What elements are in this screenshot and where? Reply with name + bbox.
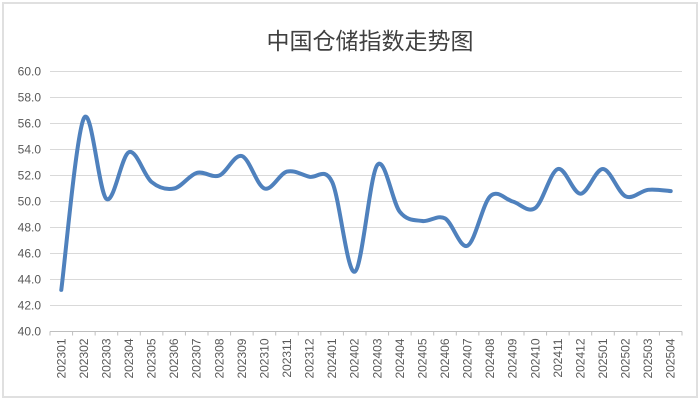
x-axis-tick-label: 202412 xyxy=(573,338,587,378)
y-axis-tick-label: 50.0 xyxy=(18,195,42,209)
y-axis-tick-label: 44.0 xyxy=(18,273,42,287)
x-axis-tick-label: 202502 xyxy=(619,338,633,378)
x-axis-tick-label: 202306 xyxy=(167,338,181,378)
y-axis-tick-label: 56.0 xyxy=(18,117,42,131)
x-axis-tick-label: 202503 xyxy=(641,338,655,378)
x-axis-tick-label: 202301 xyxy=(54,338,68,378)
y-axis-tick-label: 48.0 xyxy=(18,221,42,235)
x-axis-tick-label: 202403 xyxy=(370,338,384,378)
x-axis-tick-label: 202402 xyxy=(348,338,362,378)
x-axis-tick-label: 202409 xyxy=(506,338,520,378)
x-axis xyxy=(49,331,683,336)
x-axis-tick-label: 202312 xyxy=(303,338,317,378)
x-axis-tick-label: 202408 xyxy=(483,338,497,378)
x-axis-tick-label: 202405 xyxy=(415,338,429,378)
x-axis-tick-label: 202407 xyxy=(461,338,475,378)
y-axis-tick-label: 58.0 xyxy=(18,91,42,105)
x-axis-tick-label: 202311 xyxy=(280,338,294,377)
y-axis-tick-label: 60.0 xyxy=(18,65,42,79)
x-axis-tick-label: 202305 xyxy=(145,338,159,378)
x-axis-tick-label: 202310 xyxy=(257,338,271,378)
x-axis-tick-label: 202307 xyxy=(190,338,204,378)
y-axis-tick-labels: 40.0 42.0 44.0 46.0 48.0 50.0 52.0 54.0 56.0 58.0… xyxy=(18,65,42,339)
y-axis-tick-label: 54.0 xyxy=(18,143,42,157)
x-axis-tick-label: 202404 xyxy=(393,338,407,378)
chart-title: 中国仓储指数走势图 xyxy=(267,29,474,55)
y-axis-tick-label: 52.0 xyxy=(18,169,42,183)
x-axis-tick-label: 202304 xyxy=(122,338,136,378)
y-axis-tick-label: 46.0 xyxy=(18,247,42,261)
x-axis-tick-label: 202308 xyxy=(212,338,226,378)
x-axis-tick-label: 202504 xyxy=(664,338,678,378)
x-axis-tick-label: 202410 xyxy=(528,338,542,378)
x-axis-tick-label: 202401 xyxy=(325,338,339,378)
x-axis-tick-label: 202309 xyxy=(235,338,249,378)
y-gridlines xyxy=(50,71,682,332)
x-axis-tick-label: 202302 xyxy=(77,338,91,378)
x-axis-tick-label: 202303 xyxy=(99,338,113,378)
y-axis-tick-label: 40.0 xyxy=(18,325,42,339)
x-axis-tick-label: 202411 xyxy=(551,338,565,377)
x-axis-tick-label: 202501 xyxy=(596,338,610,378)
x-axis-tick-labels: 202301 202302 202303 202304 202305 202306 2023… xyxy=(54,338,677,378)
x-axis-tick-label: 202406 xyxy=(438,338,452,378)
series-line-warehousing-index xyxy=(59,114,673,292)
y-axis-tick-label: 42.0 xyxy=(18,299,42,313)
